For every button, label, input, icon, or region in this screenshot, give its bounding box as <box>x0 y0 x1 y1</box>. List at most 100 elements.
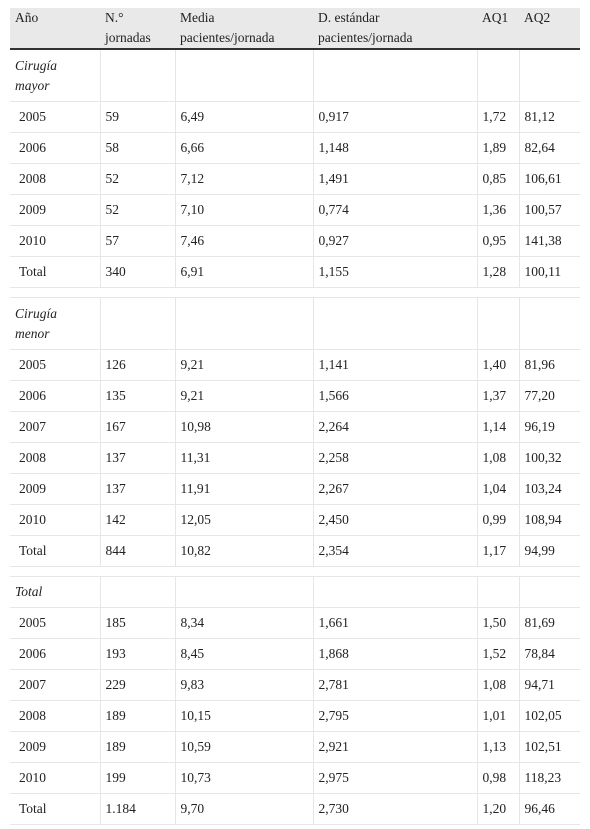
cell: 102,51 <box>518 731 580 763</box>
column-header: AQ2 <box>519 8 580 50</box>
empty-cell <box>174 297 313 350</box>
column-header: D. estándar pacientes/jornada <box>313 8 477 50</box>
cell: Total <box>10 793 100 825</box>
cell: 10,59 <box>174 731 313 763</box>
cell: 1,04 <box>476 473 519 505</box>
cell: 2008 <box>10 163 100 195</box>
cell: 0,774 <box>312 194 477 226</box>
empty-cell <box>174 49 313 102</box>
data-row: 2006 58 6,66 1,148 1,89 82,64 <box>10 132 580 164</box>
cell: 2006 <box>10 638 100 670</box>
cell: 9,83 <box>174 669 313 701</box>
data-row: 2010 199 10,73 2,975 0,98 118,23 <box>10 762 580 794</box>
cell: 137 <box>99 473 175 505</box>
cell: 2,267 <box>312 473 477 505</box>
empty-cell <box>99 49 175 102</box>
empty-cell <box>518 576 580 608</box>
cell: 8,45 <box>174 638 313 670</box>
cell: 94,71 <box>518 669 580 701</box>
cell: 8,34 <box>174 607 313 639</box>
cell: 2,354 <box>312 535 477 567</box>
section-row: Cirugía menor <box>10 297 580 350</box>
cell: 2008 <box>10 700 100 732</box>
cell: 1.184 <box>99 793 175 825</box>
data-row: 2007 167 10,98 2,264 1,14 96,19 <box>10 411 580 443</box>
cell: 7,12 <box>174 163 313 195</box>
data-row: 2006 193 8,45 1,868 1,52 78,84 <box>10 638 580 670</box>
cell: 9,70 <box>174 793 313 825</box>
cell: 0,927 <box>312 225 477 257</box>
cell: 2006 <box>10 132 100 164</box>
cell: 340 <box>99 256 175 288</box>
cell: 1,28 <box>476 256 519 288</box>
cell: 96,19 <box>518 411 580 443</box>
data-row: 2008 137 11,31 2,258 1,08 100,32 <box>10 442 580 474</box>
cell: 193 <box>99 638 175 670</box>
empty-cell <box>99 576 175 608</box>
data-row: 2008 52 7,12 1,491 0,85 106,61 <box>10 163 580 195</box>
cell: 100,11 <box>518 256 580 288</box>
cell: 1,17 <box>476 535 519 567</box>
cell: 10,98 <box>174 411 313 443</box>
column-header: N.° jornadas <box>100 8 175 50</box>
cell: 2008 <box>10 442 100 474</box>
cell: 137 <box>99 442 175 474</box>
cell: 2,795 <box>312 700 477 732</box>
cell: 2005 <box>10 607 100 639</box>
cell: 1,491 <box>312 163 477 195</box>
spacer-cell <box>10 287 100 298</box>
data-row: 2005 59 6,49 0,917 1,72 81,12 <box>10 101 580 133</box>
cell: 100,57 <box>518 194 580 226</box>
spacer-cell <box>477 287 519 298</box>
cell: 52 <box>99 194 175 226</box>
spacer-cell <box>100 566 175 577</box>
cell: 1,36 <box>476 194 519 226</box>
cell: 1,08 <box>476 669 519 701</box>
cell: 78,84 <box>518 638 580 670</box>
results-table: Año N.° jornadas Media pacientes/jornada D.… <box>10 8 580 825</box>
cell: 1,661 <box>312 607 477 639</box>
cell: 10,82 <box>174 535 313 567</box>
cell: 1,72 <box>476 101 519 133</box>
cell: 2009 <box>10 194 100 226</box>
spacer-cell <box>175 566 313 577</box>
section-title: Cirugía menor <box>10 297 100 350</box>
cell: 1,89 <box>476 132 519 164</box>
data-row: 2009 52 7,10 0,774 1,36 100,57 <box>10 194 580 226</box>
data-row: 2010 142 12,05 2,450 0,99 108,94 <box>10 504 580 536</box>
cell: 844 <box>99 535 175 567</box>
cell: 81,96 <box>518 349 580 381</box>
cell: 2005 <box>10 349 100 381</box>
cell: 103,24 <box>518 473 580 505</box>
cell: 2006 <box>10 380 100 412</box>
cell: 94,99 <box>518 535 580 567</box>
cell: 6,49 <box>174 101 313 133</box>
empty-cell <box>476 576 519 608</box>
cell: 0,917 <box>312 101 477 133</box>
column-header: Media pacientes/jornada <box>175 8 313 50</box>
section-title: Cirugía mayor <box>10 49 100 102</box>
cell: 57 <box>99 225 175 257</box>
cell: 142 <box>99 504 175 536</box>
cell: 185 <box>99 607 175 639</box>
cell: 2010 <box>10 504 100 536</box>
column-header: AQ1 <box>477 8 519 50</box>
cell: 1,52 <box>476 638 519 670</box>
table-body: Cirugía mayor 2005 59 6,49 0,917 1,72 81,12 200… <box>10 49 580 825</box>
spacer-row <box>10 566 580 577</box>
cell: 2,730 <box>312 793 477 825</box>
empty-cell <box>312 49 477 102</box>
cell: 52 <box>99 163 175 195</box>
empty-cell <box>518 49 580 102</box>
empty-cell <box>518 297 580 350</box>
cell: 1,01 <box>476 700 519 732</box>
data-row: 2005 126 9,21 1,141 1,40 81,96 <box>10 349 580 381</box>
cell: 82,64 <box>518 132 580 164</box>
cell: 2007 <box>10 669 100 701</box>
cell: 2009 <box>10 473 100 505</box>
cell: 2007 <box>10 411 100 443</box>
cell: 7,46 <box>174 225 313 257</box>
data-row: 2010 57 7,46 0,927 0,95 141,38 <box>10 225 580 257</box>
cell: 10,15 <box>174 700 313 732</box>
cell: 106,61 <box>518 163 580 195</box>
